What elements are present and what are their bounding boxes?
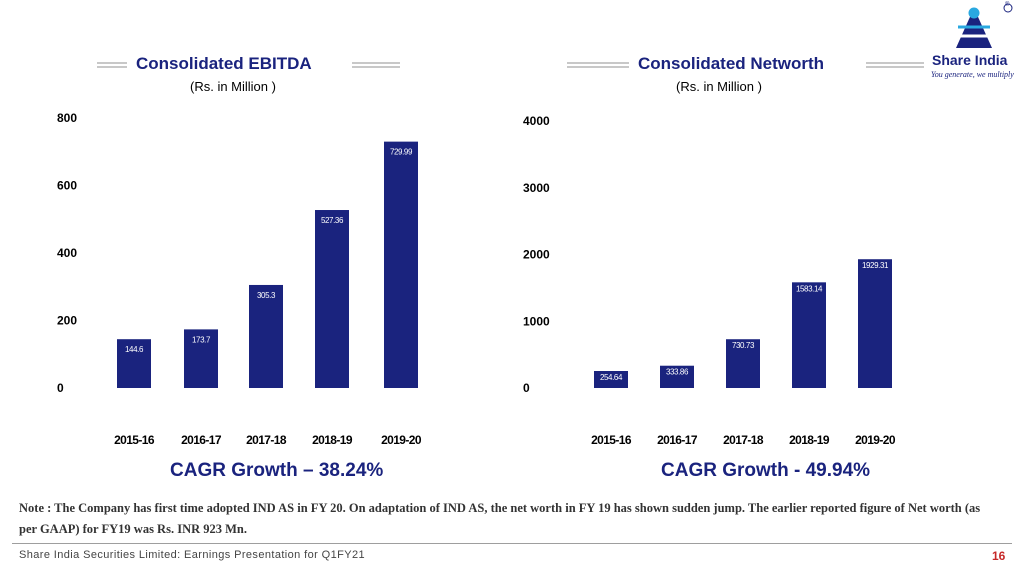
data-label: 527.36 bbox=[321, 216, 344, 225]
data-label: 729.99 bbox=[390, 148, 413, 157]
ebitda-bar-chart: 0 200 400 600 800 144.6 2015-16 173.7 2016-17 305… bbox=[57, 111, 422, 447]
bar bbox=[315, 210, 349, 388]
title-decoration-line bbox=[97, 62, 127, 68]
networth-chart-title: Consolidated Networth bbox=[638, 54, 825, 73]
y-tick-label: 4000 bbox=[523, 114, 550, 128]
footer-text: Share India Securities Limited: Earnings… bbox=[19, 549, 365, 561]
category-label: 2018-19 bbox=[789, 433, 830, 447]
category-label: 2018-19 bbox=[312, 433, 353, 447]
category-label: 2017-18 bbox=[723, 433, 764, 447]
bar bbox=[384, 141, 418, 388]
category-label: 2015-16 bbox=[591, 433, 632, 447]
footer-divider bbox=[12, 543, 1012, 544]
data-label: 173.7 bbox=[192, 335, 211, 344]
bar bbox=[660, 365, 694, 388]
data-label: 1929.31 bbox=[862, 261, 889, 270]
bar bbox=[792, 282, 826, 388]
y-tick-label: 400 bbox=[57, 246, 77, 260]
page-number: 16 bbox=[992, 549, 1006, 563]
bar bbox=[184, 329, 218, 388]
data-label: 305.3 bbox=[257, 291, 276, 300]
y-tick-label: 3000 bbox=[523, 181, 550, 195]
data-label: 333.86 bbox=[666, 368, 689, 377]
footnote: Note : The Company has first time adopte… bbox=[19, 501, 981, 536]
y-tick-label: 800 bbox=[57, 111, 77, 125]
bar bbox=[858, 259, 892, 388]
y-tick-label: 1000 bbox=[523, 314, 550, 328]
logo-mark-icon bbox=[952, 3, 1013, 48]
category-label: 2019-20 bbox=[381, 433, 422, 447]
ebitda-chart-unit: (Rs. in Million ) bbox=[190, 79, 276, 94]
bar bbox=[726, 339, 760, 388]
ebitda-cagr-label: CAGR Growth – 38.24% bbox=[170, 460, 384, 481]
title-decoration-line bbox=[567, 62, 629, 68]
logo-tagline: You generate, we multiply bbox=[931, 70, 1014, 79]
y-tick-label: 600 bbox=[57, 179, 77, 193]
company-logo: ® Share India You generate, we multiply bbox=[928, 2, 1020, 94]
y-tick-label: 0 bbox=[523, 381, 530, 395]
category-label: 2019-20 bbox=[855, 433, 896, 447]
data-label: 254.64 bbox=[600, 373, 623, 382]
logo-name: Share India bbox=[932, 52, 1008, 68]
category-label: 2016-17 bbox=[181, 433, 222, 447]
networth-chart-unit: (Rs. in Million ) bbox=[676, 79, 762, 94]
category-label: 2015-16 bbox=[114, 433, 155, 447]
data-label: 1583.14 bbox=[796, 284, 823, 293]
category-label: 2016-17 bbox=[657, 433, 698, 447]
bar bbox=[594, 371, 628, 388]
y-tick-label: 2000 bbox=[523, 248, 550, 262]
ebitda-chart-title: Consolidated EBITDA bbox=[136, 54, 312, 73]
bar bbox=[249, 284, 283, 388]
category-label: 2017-18 bbox=[246, 433, 287, 447]
data-label: 144.6 bbox=[125, 345, 144, 354]
y-tick-label: 200 bbox=[57, 314, 77, 328]
title-decoration-line bbox=[866, 62, 924, 68]
networth-bar-chart: 0 1000 2000 3000 4000 254.64 2015-16 333.86 2016… bbox=[523, 114, 896, 447]
data-label: 730.73 bbox=[732, 341, 755, 350]
y-tick-label: 0 bbox=[57, 381, 64, 395]
title-decoration-line bbox=[352, 62, 400, 68]
logo-registered-mark: ® bbox=[1005, 2, 1010, 8]
bar bbox=[117, 339, 151, 388]
networth-cagr-label: CAGR Growth - 49.94% bbox=[661, 460, 871, 481]
